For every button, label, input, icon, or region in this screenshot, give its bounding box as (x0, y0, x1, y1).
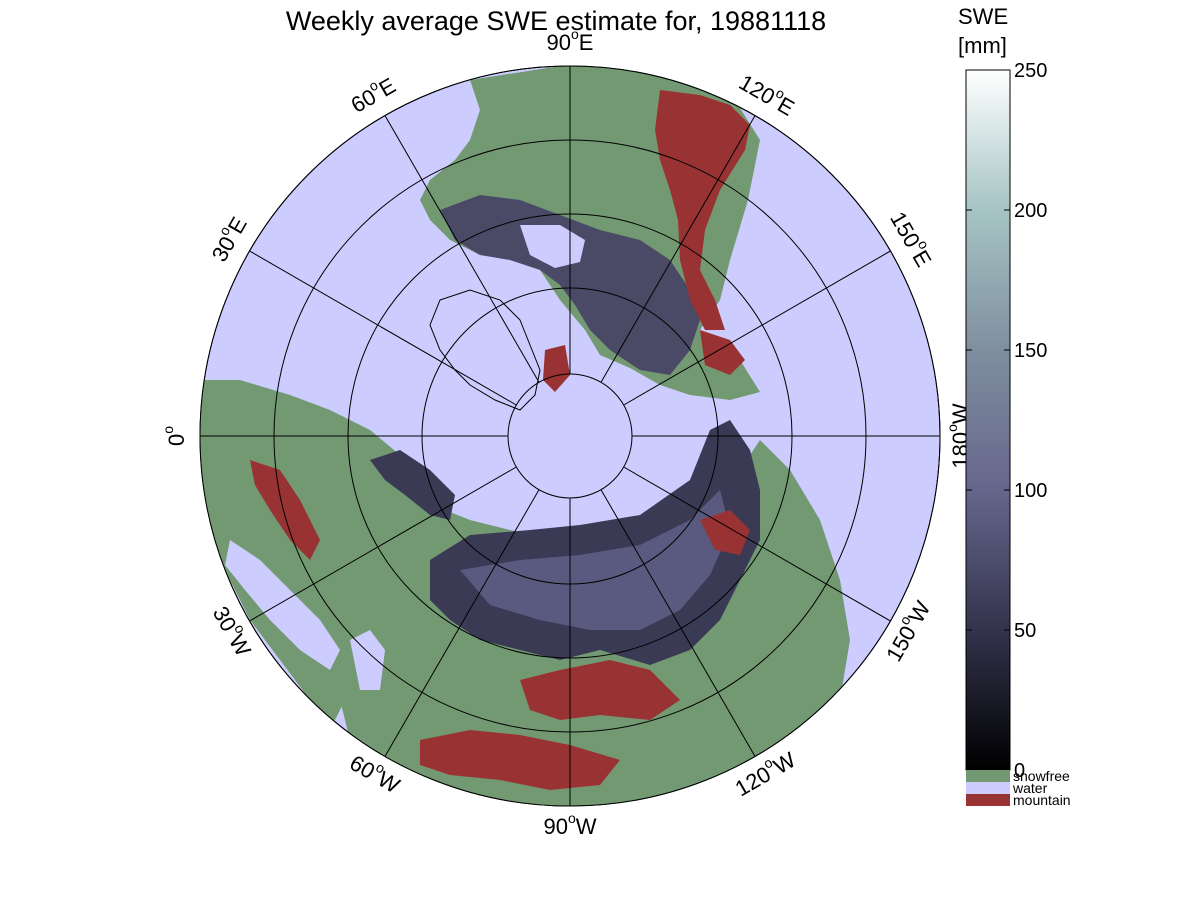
longitude-label: 90oW (543, 810, 596, 839)
meridian-line (384, 489, 540, 757)
colorbar-tick-label: 0 (1014, 760, 1025, 782)
central-asia-mountains (520, 660, 680, 720)
siberia-deep-snow (460, 490, 730, 630)
rocky-mountains (655, 90, 750, 330)
degree-symbol: o (571, 26, 579, 42)
degree-symbol: o (568, 810, 576, 826)
longitude-label-degrees: 0 (164, 434, 189, 446)
hudson-bay (520, 225, 585, 268)
colorbar-ramp (965, 69, 1011, 771)
legend-label: mountain (1013, 792, 1071, 808)
legend-label: snowfree (1013, 768, 1070, 784)
legend-swatch (966, 794, 1010, 806)
meridian-line (600, 489, 756, 757)
colorbar-ticks: 0 50 100 150 200 250 (966, 60, 1047, 782)
longitude-label-degrees: 30 (206, 232, 240, 266)
legend-label: water (1012, 780, 1048, 796)
meridian-line (249, 250, 517, 406)
caspian-water (350, 630, 385, 690)
mediterranean-water (225, 540, 340, 670)
alaska-mountains (700, 330, 745, 375)
longitude-label: 90oE (547, 26, 594, 55)
meridian-line (623, 466, 891, 622)
legend-swatch (966, 770, 1010, 782)
colorbar-title-line2: [mm] (958, 33, 1007, 58)
colorbar: SWE [mm] 0 50 100 150 200 250 (958, 4, 1047, 782)
meridian-line (623, 250, 891, 406)
longitude-label-direction: W (224, 630, 256, 661)
longitude-label-degrees: 90 (547, 30, 571, 55)
graticule (200, 66, 940, 806)
east-siberia-mountains (700, 510, 750, 555)
meridian-line (600, 115, 756, 383)
longitude-label-direction: W (769, 747, 800, 779)
map-title: Weekly average SWE estimate for, 1988111… (286, 6, 826, 36)
map-border (199, 65, 941, 807)
colorbar-tick-label: 100 (1014, 480, 1047, 502)
degree-symbol: o (160, 426, 176, 434)
colorbar-tick-label: 250 (1014, 60, 1047, 82)
longitude-label-degrees: 150 (881, 621, 921, 665)
longitude-label: 0o (160, 426, 189, 446)
alps-mountains (250, 460, 320, 560)
longitude-label-direction: E (579, 30, 594, 55)
colorbar-title-line1: SWE (958, 4, 1008, 29)
colorbar-tick-label: 50 (1014, 620, 1036, 642)
greenland-mountain (543, 345, 570, 392)
colorbar-tick-label: 150 (1014, 340, 1047, 362)
longitude-label-direction: E (908, 246, 937, 271)
longitude-label-degrees: 90 (543, 814, 567, 839)
longitude-label-degrees: 60 (346, 750, 380, 784)
longitude-label-degrees: 120 (735, 69, 779, 109)
meridian-line (384, 115, 540, 383)
scandinavia-snow-cover (370, 450, 455, 520)
longitude-label: 30oE (203, 211, 252, 266)
legend-swatch (966, 782, 1010, 794)
longitude-label-direction: W (576, 814, 597, 839)
colorbar-tick-label: 200 (1014, 200, 1047, 222)
longitude-label-direction: E (375, 72, 400, 101)
degree-symbol: o (944, 424, 960, 432)
meridian-line (249, 466, 517, 622)
longitude-label: 60oE (345, 69, 400, 118)
